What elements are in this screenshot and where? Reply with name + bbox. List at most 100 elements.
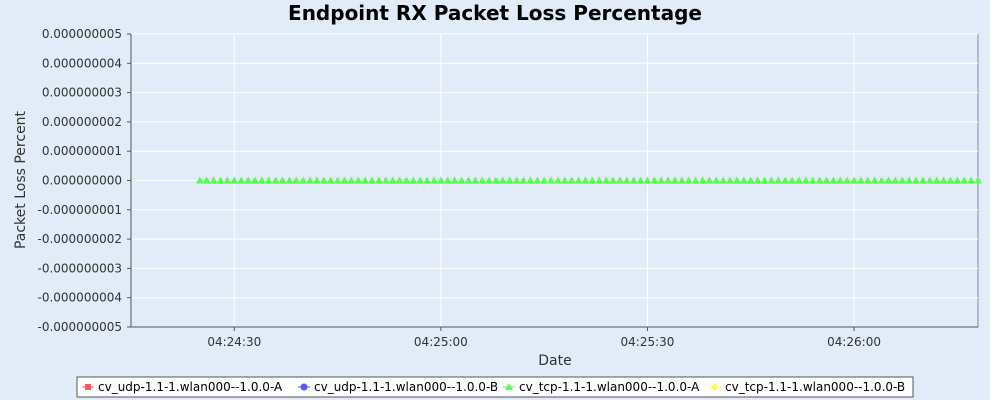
y-tick-label: -0.000000004	[38, 291, 123, 305]
data-point	[801, 176, 810, 184]
y-tick-label: 0.000000000	[42, 174, 122, 188]
data-point	[540, 176, 549, 184]
data-point	[960, 176, 969, 184]
data-point	[271, 176, 280, 184]
data-point	[485, 176, 494, 184]
data-point	[257, 176, 266, 184]
data-point	[650, 176, 659, 184]
data-point	[319, 176, 328, 184]
data-point	[547, 176, 556, 184]
data-points	[195, 176, 982, 184]
data-point	[388, 176, 397, 184]
data-point	[615, 176, 624, 184]
data-point	[381, 176, 390, 184]
data-point	[629, 176, 638, 184]
y-gridlines	[131, 33, 978, 328]
data-point	[312, 176, 321, 184]
data-point	[436, 176, 445, 184]
data-point	[429, 176, 438, 184]
data-point	[732, 176, 741, 184]
data-point	[856, 176, 865, 184]
x-tick-label: 04:25:30	[621, 335, 675, 349]
data-point	[409, 176, 418, 184]
data-point	[402, 176, 411, 184]
data-point	[939, 176, 948, 184]
legend-label: cv_udp-1.1-1.wlan000--1.0.0-B	[314, 380, 498, 394]
data-point	[698, 176, 707, 184]
data-point	[609, 176, 618, 184]
legend-items: cv_udp-1.1-1.wlan000--1.0.0-A cv_udp-1.1-…	[82, 380, 905, 394]
data-point	[237, 176, 246, 184]
data-point	[368, 176, 377, 184]
data-point	[705, 176, 714, 184]
y-axis-label: Packet Loss Percent	[13, 110, 29, 249]
data-point	[195, 176, 204, 184]
data-point	[788, 176, 797, 184]
data-point	[774, 176, 783, 184]
chart-title: Endpoint RX Packet Loss Percentage	[288, 1, 702, 25]
data-point	[244, 176, 253, 184]
x-tick-label: 04:26:00	[827, 335, 881, 349]
data-point	[691, 176, 700, 184]
data-point	[836, 176, 845, 184]
data-point	[712, 176, 721, 184]
data-point	[264, 176, 273, 184]
data-point	[781, 176, 790, 184]
y-tick-label: 0.000000002	[42, 115, 122, 129]
data-point	[794, 176, 803, 184]
data-point	[202, 176, 211, 184]
legend: cv_udp-1.1-1.wlan000--1.0.0-A cv_udp-1.1-…	[76, 376, 914, 398]
data-point	[223, 176, 232, 184]
x-axis-ticks: 04:24:30 04:25:00 04:25:30 04:26:00	[207, 327, 881, 349]
data-point	[519, 176, 528, 184]
data-point	[478, 176, 487, 184]
data-point	[491, 176, 500, 184]
data-point	[843, 176, 852, 184]
data-point	[505, 176, 514, 184]
y-tick-label: 0.000000001	[42, 144, 122, 158]
data-point	[443, 176, 452, 184]
data-point	[643, 176, 652, 184]
data-point	[726, 176, 735, 184]
data-point	[677, 176, 686, 184]
legend-label: cv_tcp-1.1-1.wlan000--1.0.0-A	[519, 380, 700, 394]
legend-marker	[300, 383, 308, 391]
data-point	[925, 176, 934, 184]
legend-label: cv_udp-1.1-1.wlan000--1.0.0-A	[98, 380, 283, 394]
data-point	[354, 176, 363, 184]
data-point	[423, 176, 432, 184]
x-axis-label: Date	[538, 353, 571, 369]
data-point	[595, 176, 604, 184]
data-point	[292, 176, 301, 184]
data-point	[567, 176, 576, 184]
data-point	[946, 176, 955, 184]
data-point	[209, 176, 218, 184]
data-point	[250, 176, 259, 184]
data-point	[891, 176, 900, 184]
data-point	[918, 176, 927, 184]
data-point	[671, 176, 680, 184]
data-point	[877, 176, 886, 184]
data-point	[333, 176, 342, 184]
y-tick-label: 0.000000003	[42, 86, 122, 100]
data-point	[512, 176, 521, 184]
data-point	[588, 176, 597, 184]
y-tick-label: -0.000000001	[38, 203, 123, 217]
data-point	[533, 176, 542, 184]
data-point	[498, 176, 507, 184]
legend-box	[76, 376, 914, 398]
data-point	[863, 176, 872, 184]
data-point	[361, 176, 370, 184]
data-point	[684, 176, 693, 184]
x-tick-label: 04:25:00	[414, 335, 468, 349]
data-point	[760, 176, 769, 184]
data-point	[967, 176, 976, 184]
data-point	[850, 176, 859, 184]
data-point	[898, 176, 907, 184]
data-point	[216, 176, 225, 184]
data-point	[416, 176, 425, 184]
x-tick-label: 04:24:30	[207, 335, 261, 349]
data-point	[574, 176, 583, 184]
data-point	[905, 176, 914, 184]
